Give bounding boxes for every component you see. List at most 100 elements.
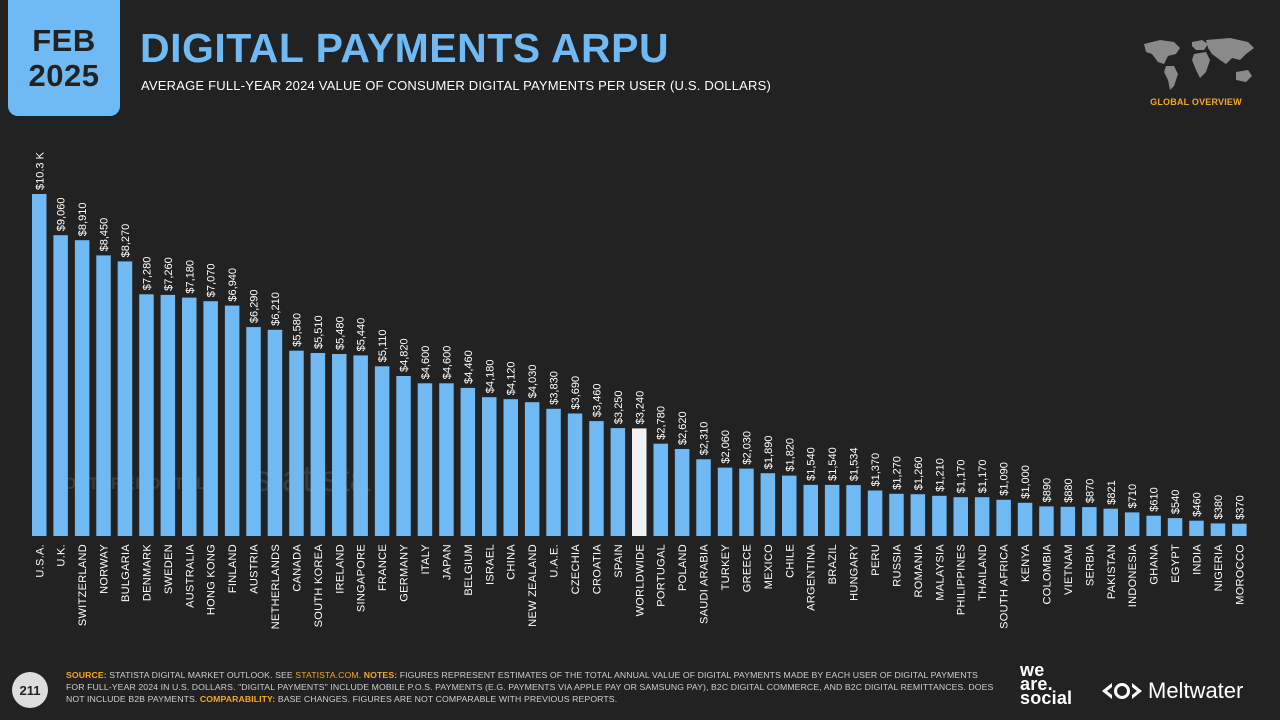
value-label: $4,600	[420, 346, 432, 380]
category-label: NEW ZEALAND	[527, 544, 539, 627]
category-label: HONG KONG	[206, 544, 218, 615]
badge-month: FEB	[32, 23, 96, 58]
category-label: U.A.E.	[549, 544, 561, 578]
category-label: BULGARIA	[120, 544, 132, 602]
category-label: IRELAND	[334, 544, 346, 594]
bar	[1210, 523, 1226, 536]
value-label: $1,540	[806, 447, 818, 481]
category-label: VIETNAM	[1063, 544, 1075, 595]
category-label: KENYA	[1020, 544, 1032, 582]
bar	[546, 408, 561, 536]
section-label: GLOBAL OVERVIEW	[1150, 97, 1242, 107]
bar	[332, 354, 347, 536]
page-subtitle: AVERAGE FULL-YEAR 2024 VALUE OF CONSUMER…	[141, 78, 771, 93]
value-label: $8,270	[120, 224, 132, 258]
source-link[interactable]: STATISTA.COM	[295, 670, 359, 680]
value-label: $8,910	[77, 203, 89, 237]
category-label: SERBIA	[1084, 544, 1096, 587]
value-label: $2,310	[699, 422, 711, 456]
bar	[246, 327, 261, 536]
bar	[224, 305, 240, 536]
value-label: $5,110	[377, 329, 389, 362]
comparability-text: BASE CHANGES. FIGURES ARE NOT COMPARABLE…	[275, 694, 618, 705]
bar	[910, 494, 926, 536]
category-label: COLOMBIA	[1042, 544, 1054, 605]
bar	[696, 459, 711, 536]
source-end: .	[358, 670, 364, 680]
value-label: $1,370	[870, 453, 882, 487]
category-label: U.K.	[56, 544, 68, 567]
value-label: $460	[1192, 492, 1204, 516]
category-label: SWITZERLAND	[77, 544, 89, 626]
category-label: NETHERLANDS	[270, 544, 282, 629]
bar	[632, 428, 647, 536]
comparability-label: COMPARABILITY:	[199, 694, 276, 705]
bar	[1189, 520, 1204, 536]
bar	[1167, 518, 1183, 536]
value-label: $5,440	[356, 318, 368, 352]
category-label: INDONESIA	[1127, 544, 1139, 608]
value-label: $2,620	[677, 411, 689, 445]
bar	[417, 383, 433, 536]
category-label: U.S.A.	[34, 544, 46, 578]
bar	[374, 366, 390, 536]
value-label: $1,170	[977, 460, 989, 494]
category-label: ISRAEL	[484, 544, 496, 585]
category-label: FINLAND	[227, 544, 239, 593]
value-label: $1,540	[827, 447, 839, 481]
bar	[74, 240, 90, 536]
category-label: ARGENTINA	[806, 544, 818, 611]
category-label: POLAND	[677, 544, 689, 591]
bar	[396, 376, 411, 536]
notes-text: FIGURES REPRESENT ESTIMATES OF THE TOTAL…	[66, 670, 994, 705]
value-label: $8,450	[99, 218, 111, 252]
value-label: $890	[1042, 478, 1054, 502]
bar	[803, 484, 818, 536]
value-label: $821	[1106, 480, 1118, 504]
value-label: $3,690	[570, 376, 582, 410]
bar	[953, 497, 968, 536]
bar	[782, 475, 797, 536]
bar	[1124, 512, 1140, 536]
category-label: BRAZIL	[827, 544, 839, 584]
value-label: $6,290	[249, 289, 261, 323]
category-label: SPAIN	[613, 544, 625, 578]
world-map-icon	[1144, 38, 1254, 90]
category-label: INDIA	[1192, 544, 1204, 575]
bar	[503, 399, 518, 536]
category-label: SOUTH KOREA	[313, 544, 325, 628]
value-label: $5,580	[291, 313, 303, 347]
brand-line-2: are.	[1020, 674, 1053, 694]
bar	[1232, 523, 1247, 536]
bar	[1039, 506, 1054, 536]
value-label: $1,270	[892, 456, 904, 490]
bar	[353, 355, 368, 536]
notes-label: NOTES:	[363, 670, 398, 680]
category-label: SWEDEN	[163, 544, 175, 594]
category-label: PORTUGAL	[656, 544, 668, 607]
category-label: ITALY	[420, 544, 432, 575]
category-label: MALAYSIA	[934, 544, 946, 601]
value-label: $6,210	[270, 292, 282, 326]
bar	[760, 473, 776, 536]
value-label: $2,030	[741, 431, 753, 465]
category-label: AUSTRIA	[249, 544, 261, 594]
value-label: $1,000	[1020, 465, 1032, 499]
meltwater-icon	[1102, 683, 1142, 699]
category-label: PERU	[870, 544, 882, 576]
value-label: $9,060	[56, 198, 68, 232]
source-label: SOURCE:	[66, 670, 107, 680]
category-label: FRANCE	[377, 544, 389, 591]
category-label: BELGIUM	[463, 544, 475, 596]
category-label: AUSTRALIA	[184, 544, 196, 608]
bar	[1060, 506, 1076, 536]
value-label: $7,180	[184, 260, 196, 294]
bar	[439, 383, 454, 536]
bar	[96, 255, 111, 536]
category-label: TURKEY	[720, 544, 732, 591]
bar	[524, 402, 540, 536]
category-label: GERMANY	[399, 544, 411, 602]
bar	[1103, 508, 1118, 536]
value-label: $1,260	[913, 457, 925, 491]
value-label: $3,460	[591, 383, 603, 417]
